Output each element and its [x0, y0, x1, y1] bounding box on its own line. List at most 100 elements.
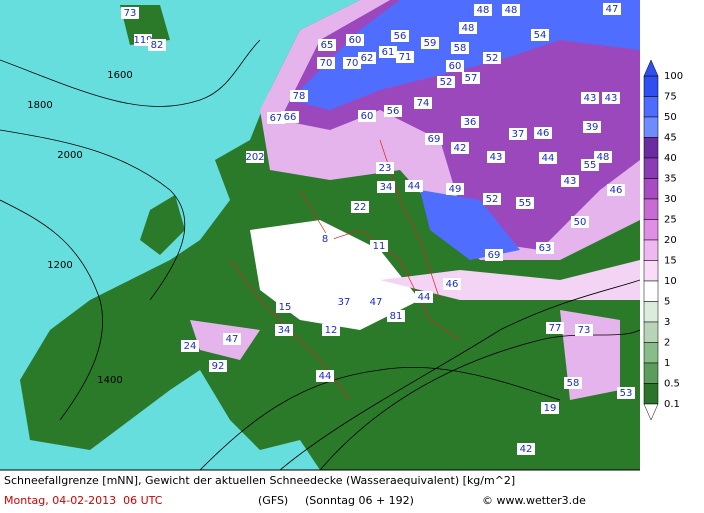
legend-swatch: [643, 321, 659, 343]
snow-value: 52: [486, 53, 499, 64]
snow-value: 73: [578, 325, 591, 336]
legend-swatch: [643, 157, 659, 179]
label-box: [474, 4, 492, 16]
legend-label: 2: [664, 338, 670, 349]
caption-date: Montag, 04-02-2013 06 UTC: [4, 494, 163, 507]
label-box: [487, 151, 505, 163]
caption-credit: © www.wetter3.de: [482, 494, 586, 507]
snow-value: 49: [449, 184, 462, 195]
contours: [0, 39, 641, 471]
label-box: [446, 183, 464, 195]
label-box: [290, 90, 308, 102]
snow-value: 43: [584, 93, 597, 104]
snow-value: 73: [124, 8, 137, 19]
legend-label: 0.1: [664, 399, 680, 410]
legend-swatch: [643, 75, 659, 97]
label-box: [564, 377, 582, 389]
snow-value: 81: [390, 311, 403, 322]
label-box: [223, 333, 241, 345]
snow-value: 44: [408, 181, 421, 192]
label-box: [387, 310, 405, 322]
snow-value: 60: [449, 61, 462, 72]
label-box: [391, 30, 409, 42]
snow-value: 59: [424, 38, 437, 49]
label-box: [358, 110, 376, 122]
snow-value: 46: [446, 279, 459, 290]
legend-label: 35: [664, 174, 677, 185]
label-box: [316, 370, 334, 382]
label-box: [575, 324, 593, 336]
label-box: [318, 39, 336, 51]
label-box: [602, 92, 620, 104]
snow-value: 47: [226, 334, 239, 345]
snow-value: 44: [418, 292, 431, 303]
label-box: [536, 242, 554, 254]
label-box: [377, 181, 395, 193]
label-box: [379, 46, 397, 58]
label-box: [607, 184, 625, 196]
label-box: [316, 233, 334, 245]
snow-value: 53: [620, 388, 633, 399]
snow-value: 66: [284, 112, 297, 123]
snow-value: 70: [320, 58, 333, 69]
label-box: [485, 249, 503, 261]
snow-value: 62: [361, 53, 374, 64]
snow-value: 19: [544, 403, 557, 414]
snow-value: 46: [610, 185, 623, 196]
label-box: [134, 34, 152, 46]
snow-value: 202: [245, 152, 264, 163]
snow-value: 54: [534, 30, 547, 41]
contour-label: 1800: [27, 100, 52, 111]
legend-swatch: [643, 198, 659, 220]
legend-swatch: [643, 116, 659, 138]
snow-value: 34: [278, 325, 291, 336]
snow-value: 42: [520, 444, 533, 455]
legend-label: 10: [664, 276, 677, 287]
snow-value: 69: [488, 250, 501, 261]
legend-swatch: [643, 178, 659, 200]
label-box: [335, 296, 353, 308]
contour-label: 1200: [47, 260, 72, 271]
label-box: [451, 142, 469, 154]
label-box: [367, 296, 385, 308]
label-box: [516, 197, 534, 209]
label-box: [425, 133, 443, 145]
snow-value: 67: [270, 113, 283, 124]
legend-swatch: [643, 280, 659, 302]
snow-value: 78: [293, 91, 306, 102]
legend-swatch: [643, 342, 659, 364]
label-box: [322, 324, 340, 336]
label-box: [358, 52, 376, 64]
label-box: [517, 443, 535, 455]
label-box: [276, 301, 294, 313]
label-box: [446, 60, 464, 72]
snow-value: 58: [454, 43, 467, 54]
snow-value: 48: [597, 152, 610, 163]
label-box: [405, 180, 423, 192]
snow-value: 12: [325, 325, 338, 336]
legend-label: 30: [664, 194, 677, 205]
snow-value: 43: [490, 152, 503, 163]
legend-swatch: [643, 260, 659, 282]
label-box: [267, 112, 285, 124]
label-box: [275, 324, 293, 336]
label-box: [370, 240, 388, 252]
snow-value: 69: [428, 134, 441, 145]
legend-swatch: [643, 137, 659, 159]
snow-value: 37: [512, 129, 525, 140]
label-box: [531, 29, 549, 41]
snow-value: 42: [454, 143, 467, 154]
label-box: [541, 402, 559, 414]
label-box: [509, 128, 527, 140]
label-box: [581, 159, 599, 171]
label-box: [317, 57, 335, 69]
label-box: [603, 3, 621, 15]
legend-label: 15: [664, 256, 677, 267]
label-box: [443, 278, 461, 290]
contour-label: 1600: [107, 70, 132, 81]
snow-value: 39: [586, 122, 599, 133]
snow-value: 22: [354, 202, 367, 213]
snow-value: 58: [567, 378, 580, 389]
legend-label: 1: [664, 358, 670, 369]
